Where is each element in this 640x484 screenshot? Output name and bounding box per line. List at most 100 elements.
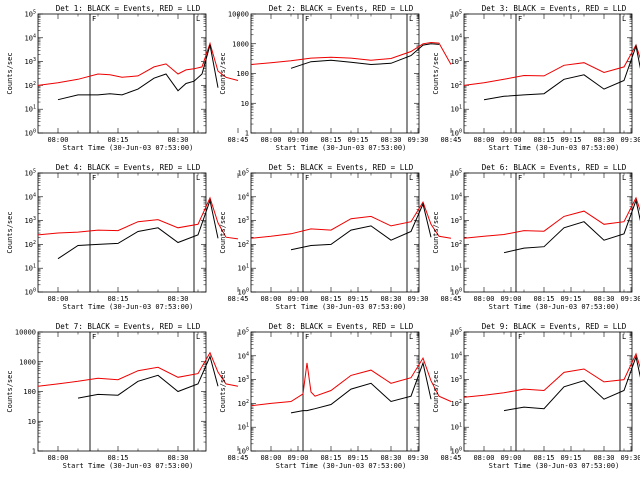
y-tick-label: 102 [238, 240, 249, 249]
y-tick-label: 101 [25, 264, 36, 273]
marker-label: L [622, 333, 626, 341]
x-tick-label: 09:00 [500, 295, 521, 303]
x-tick-label: 08:45 [440, 295, 461, 303]
panel-7: Det 7: BLACK = Events, RED = LLD 1 10 100 10… [6, 322, 429, 470]
y-tick-label: 105 [451, 169, 462, 178]
y-tick-label: 103 [451, 375, 462, 384]
x-tick-label: 08:15 [320, 136, 341, 144]
y-tick-label: 101 [238, 264, 249, 273]
y-axis-label: Counts/sec [219, 211, 227, 253]
y-tick-label: 10 [241, 100, 249, 108]
series-events [290, 202, 432, 251]
x-tick-label: 08:30 [167, 136, 188, 144]
x-tick-label: 08:30 [593, 295, 614, 303]
marker-label: F [92, 333, 96, 341]
x-tick-label: 09:30 [620, 136, 640, 144]
y-tick-label: 104 [25, 192, 36, 201]
x-axis-label: Start Time (30-Jun-03 07:53:00) [63, 462, 194, 470]
marker-label: F [518, 15, 522, 23]
panel-title: Det 1: BLACK = Events, RED = LLD [56, 4, 201, 13]
y-axis-label: Counts/sec [219, 370, 227, 412]
y-tick-label: 105 [238, 328, 249, 337]
series-lld [37, 196, 239, 240]
y-tick-label: 104 [451, 192, 462, 201]
x-tick-label: 08:00 [260, 136, 281, 144]
panel-3: Det 3: BLACK = Events, RED = LLD 100 101 10… [432, 4, 640, 152]
plot-frame [37, 13, 207, 134]
series-events [503, 198, 640, 254]
series-lld [250, 200, 452, 239]
x-tick-label: 09:30 [620, 454, 640, 462]
x-axis-label: Start Time (30-Jun-03 07:53:00) [276, 144, 407, 152]
marker-label: F [92, 174, 96, 182]
panel-title: Det 8: BLACK = Events, RED = LLD [269, 322, 414, 331]
y-tick-label: 103 [25, 57, 36, 66]
y-tick-label: 102 [238, 399, 249, 408]
x-tick-label: 08:45 [440, 136, 461, 144]
y-tick-label: 103 [451, 216, 462, 225]
panel-1: Det 1: BLACK = Events, RED = LLD 100 101 10… [6, 4, 429, 152]
y-tick-label: 104 [238, 351, 249, 360]
x-tick-label: 08:45 [440, 454, 461, 462]
x-tick-label: 09:30 [407, 295, 428, 303]
x-tick-label: 08:00 [47, 295, 68, 303]
x-tick-label: 08:00 [473, 136, 494, 144]
x-tick-label: 09:00 [287, 454, 308, 462]
y-tick-label: 102 [25, 81, 36, 90]
panel-title: Det 3: BLACK = Events, RED = LLD [482, 4, 627, 13]
x-tick-label: 09:00 [500, 136, 521, 144]
y-axis-label: Counts/sec [432, 52, 440, 94]
x-tick-label: 08:00 [473, 454, 494, 462]
x-tick-label: 08:15 [320, 295, 341, 303]
y-tick-label: 101 [451, 105, 462, 114]
x-tick-label: 08:00 [260, 454, 281, 462]
x-tick-label: 08:30 [380, 295, 401, 303]
panel-title: Det 7: BLACK = Events, RED = LLD [56, 322, 201, 331]
plot-frame [463, 331, 633, 452]
y-tick-label: 105 [451, 328, 462, 337]
marker-label: F [518, 333, 522, 341]
series-lld [250, 356, 452, 407]
panel-title: Det 4: BLACK = Events, RED = LLD [56, 163, 201, 172]
marker-label: L [622, 15, 626, 23]
x-tick-label: 08:00 [47, 136, 68, 144]
x-axis-label: Start Time (30-Jun-03 07:53:00) [489, 303, 620, 311]
y-tick-label: 1 [32, 448, 36, 456]
x-tick-label: 09:30 [407, 454, 428, 462]
x-axis-label: Start Time (30-Jun-03 07:53:00) [276, 462, 407, 470]
panel-9: Det 9: BLACK = Events, RED = LLD 100 101 10… [432, 322, 640, 470]
y-tick-label: 104 [451, 33, 462, 42]
x-axis-label: Start Time (30-Jun-03 07:53:00) [489, 144, 620, 152]
series-events [290, 361, 432, 414]
y-tick-label: 100 [236, 70, 249, 78]
series-lld [463, 196, 640, 239]
plot-frame [250, 172, 420, 293]
y-axis-label: Counts/sec [432, 211, 440, 253]
y-tick-label: 104 [451, 351, 462, 360]
y-tick-label: 101 [25, 105, 36, 114]
x-tick-label: 09:00 [500, 454, 521, 462]
x-tick-label: 09:30 [620, 295, 640, 303]
y-tick-label: 105 [451, 10, 462, 19]
y-tick-label: 105 [25, 10, 36, 19]
x-tick-label: 08:30 [380, 136, 401, 144]
y-tick-label: 102 [451, 81, 462, 90]
panel-8: Det 8: BLACK = Events, RED = LLD 100 101 10… [219, 322, 640, 470]
y-tick-label: 100 [25, 129, 36, 138]
x-tick-label: 08:30 [593, 454, 614, 462]
x-tick-label: 08:15 [533, 295, 554, 303]
y-tick-label: 100 [451, 129, 462, 138]
x-tick-label: 08:15 [107, 295, 128, 303]
plot-frame [463, 13, 633, 134]
y-axis-label: Counts/sec [432, 370, 440, 412]
x-tick-label: 08:15 [533, 454, 554, 462]
y-tick-label: 103 [25, 216, 36, 225]
marker-label: L [409, 174, 413, 182]
series-lld [463, 352, 640, 398]
series-events [503, 355, 640, 412]
x-tick-label: 08:15 [107, 454, 128, 462]
x-axis-label: Start Time (30-Jun-03 07:53:00) [63, 303, 194, 311]
x-tick-label: 09:00 [287, 136, 308, 144]
y-tick-label: 101 [451, 264, 462, 273]
y-tick-label: 103 [238, 375, 249, 384]
